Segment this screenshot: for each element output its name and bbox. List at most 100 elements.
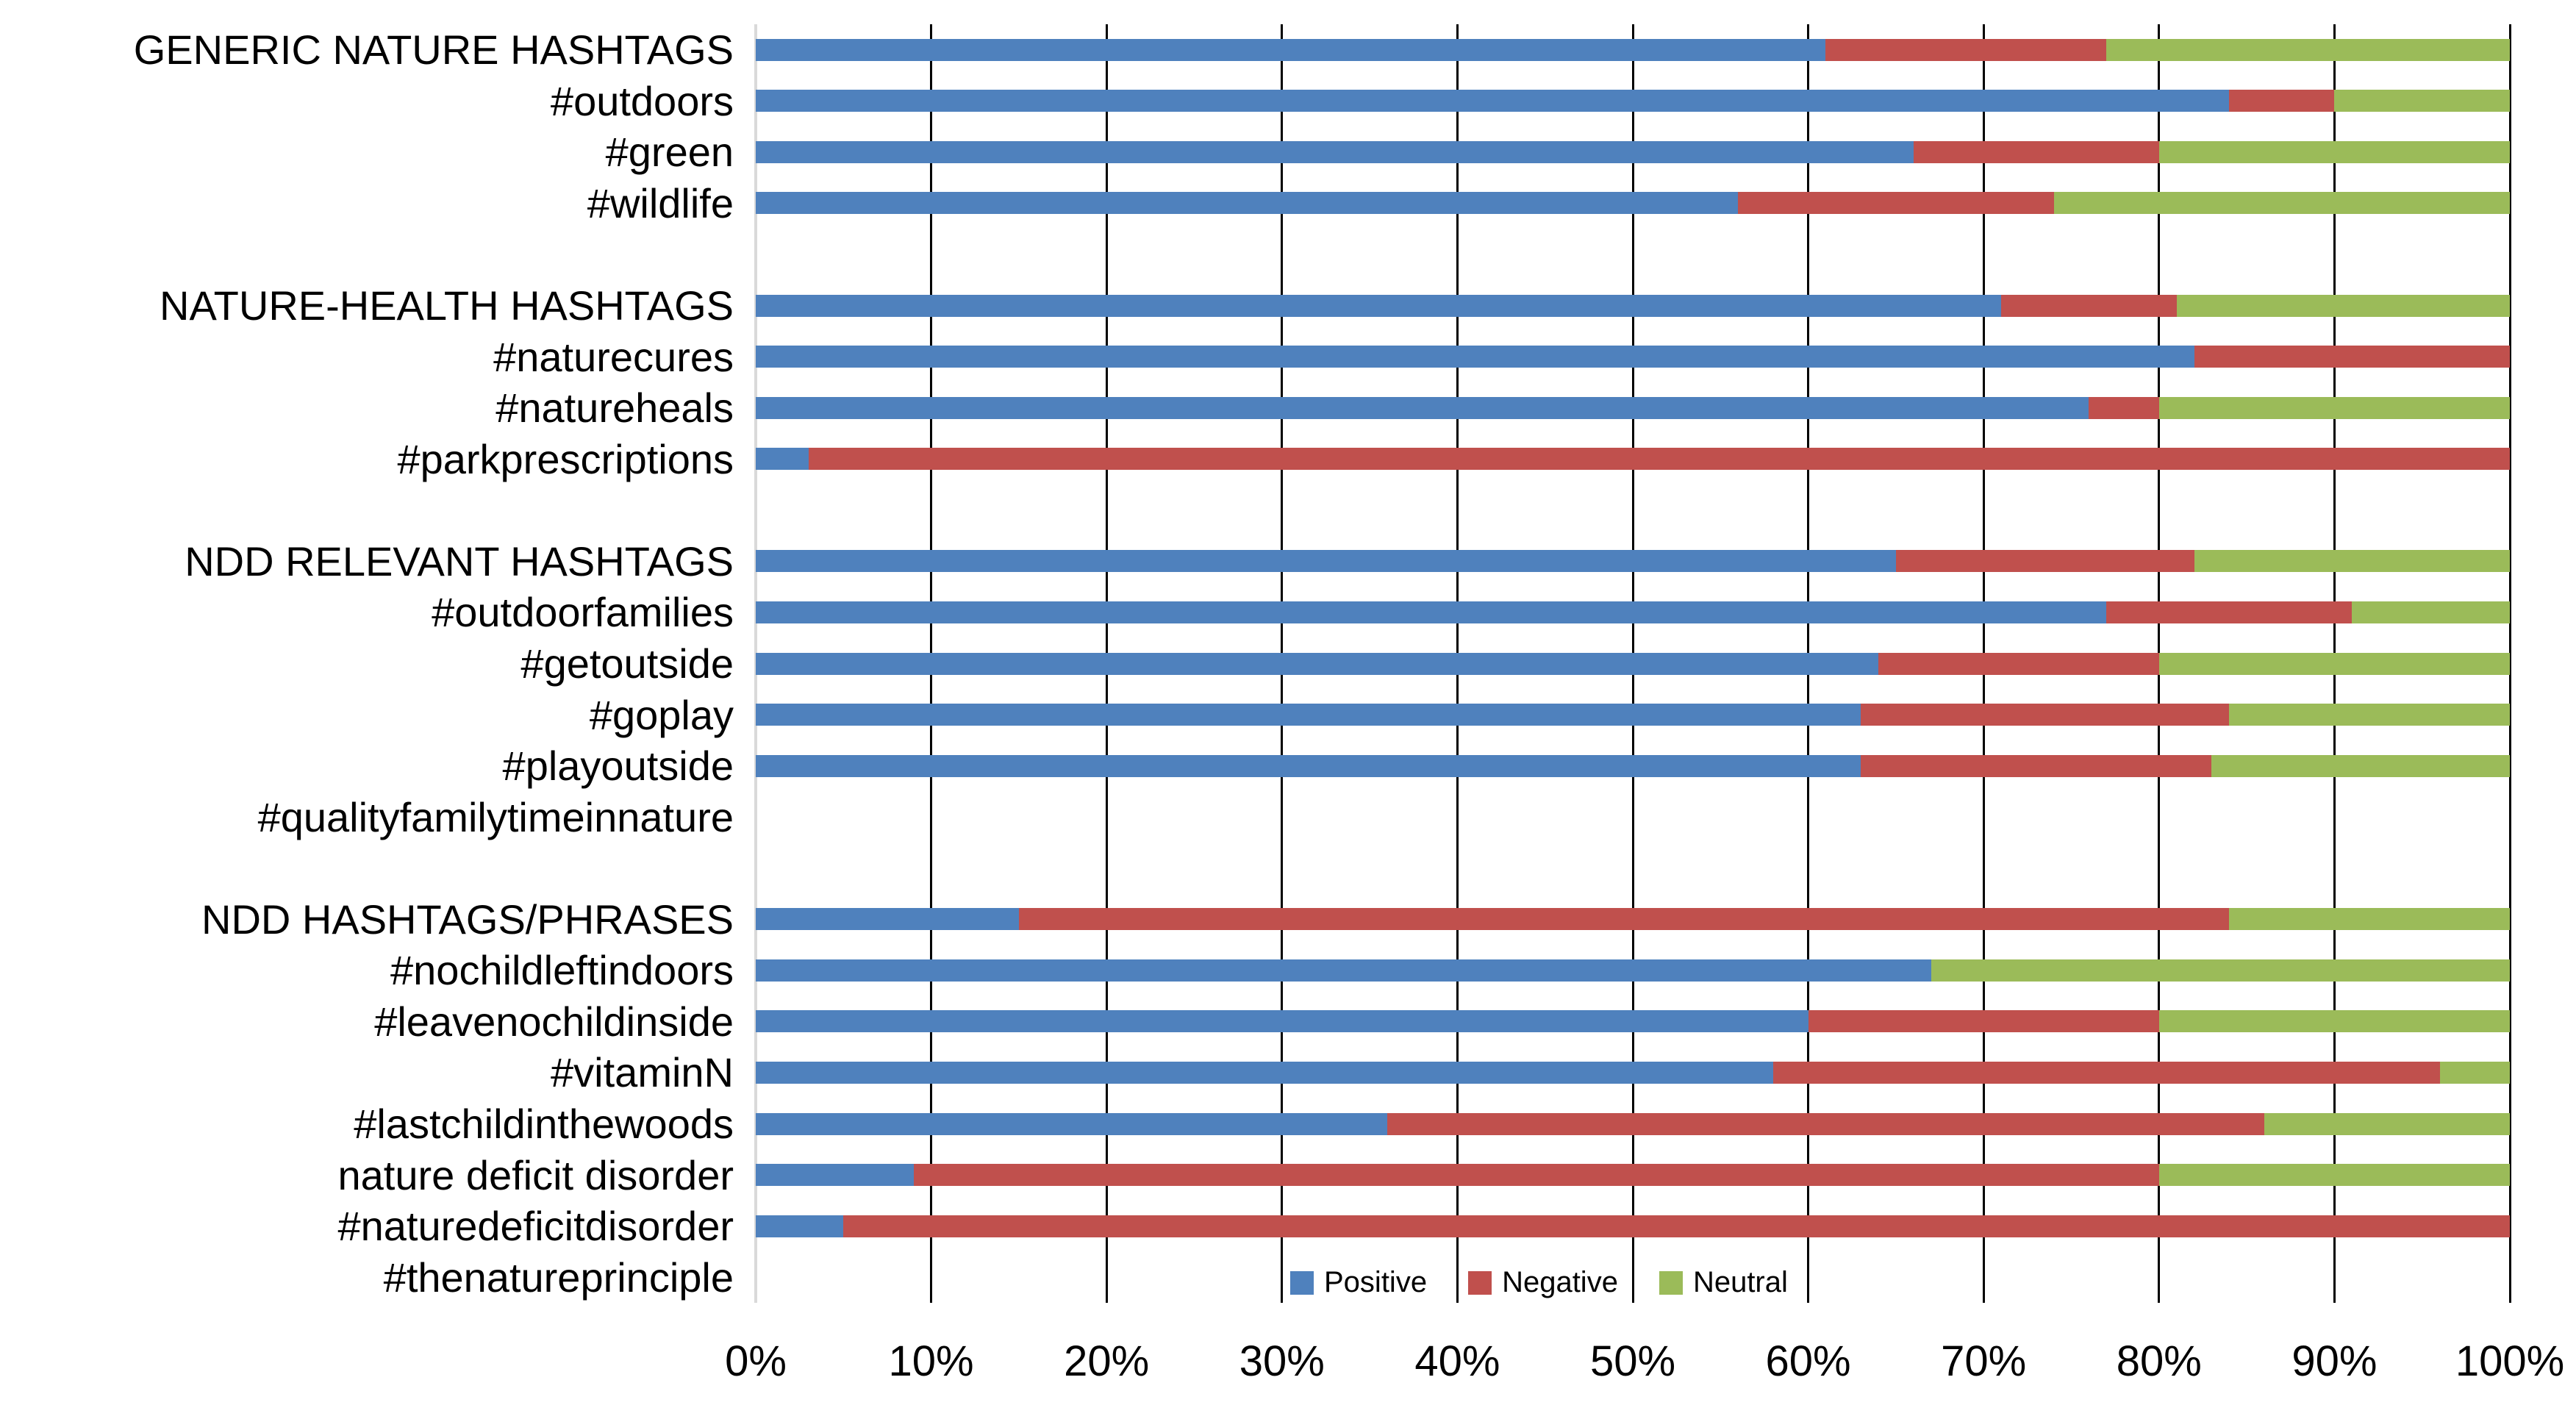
bar-segment-negative: [1825, 38, 2107, 61]
stacked-bar: [756, 448, 2510, 471]
bar-segment-neutral: [2158, 1164, 2510, 1187]
row-label: nature deficit disorder: [337, 1151, 734, 1198]
bar-segment-positive: [756, 1010, 1808, 1033]
bar-segment-negative: [2089, 396, 2159, 419]
bar-segment-positive: [756, 1061, 1773, 1084]
bar-segment-neutral: [2106, 38, 2510, 61]
x-axis-label: 30%: [1239, 1337, 1325, 1385]
row-label: #lastchildinthewoods: [354, 1101, 734, 1148]
bar-segment-negative: [1018, 908, 2230, 931]
bar-segment-positive: [756, 959, 1931, 982]
stacked-bar: [756, 192, 2510, 215]
legend-label: Positive: [1324, 1266, 1428, 1298]
bar-segment-negative: [1913, 140, 2159, 163]
bar-segment-negative: [1808, 1010, 2159, 1033]
bar-segment-positive: [756, 550, 1896, 573]
stacked-bar: [756, 140, 2510, 163]
row-label: #natureheals: [495, 385, 734, 432]
bar-segment-neutral: [2158, 652, 2510, 675]
x-axis-label: 100%: [2455, 1337, 2565, 1385]
bar-segment-positive: [756, 908, 1019, 931]
x-axis-label: 60%: [1765, 1337, 1851, 1385]
row-label: #outdoorfamilies: [432, 589, 734, 636]
bar-segment-neutral: [2352, 601, 2510, 623]
row-label: #naturedeficitdisorder: [337, 1203, 734, 1250]
legend-label: Neutral: [1692, 1266, 1788, 1298]
legend-swatch-negative-icon: [1468, 1270, 1492, 1295]
stacked-bar: [756, 294, 2510, 317]
bar-segment-negative: [1861, 754, 2212, 777]
row-label: #getoutside: [520, 640, 734, 687]
bar-segment-positive: [756, 1164, 914, 1187]
bar-segment-neutral: [2229, 704, 2510, 726]
bar-segment-positive: [756, 38, 1826, 61]
bar-segment-negative: [808, 448, 2510, 471]
bar-segment-neutral: [1931, 959, 2510, 982]
bar-segment-positive: [756, 1112, 1387, 1135]
row-label: #playoutside: [502, 743, 734, 790]
legend: Positive Negative Neutral: [1290, 1266, 1788, 1299]
row-label: NDD HASHTAGS/PHRASES: [201, 895, 734, 943]
x-axis-label: 0%: [725, 1337, 787, 1385]
bar-segment-negative: [1387, 1112, 2264, 1135]
stacked-bar: [756, 1010, 2510, 1033]
x-axis-label: 50%: [1589, 1337, 1676, 1385]
bar-segment-negative: [1895, 550, 2194, 573]
bar-segment-negative: [1878, 652, 2159, 675]
bar-segment-positive: [756, 140, 1914, 163]
stacked-bar: [756, 1112, 2510, 1135]
bar-segment-negative: [1772, 1061, 2440, 1084]
row-label: #green: [605, 129, 734, 176]
row-label: #vitaminN: [551, 1049, 734, 1096]
bar-segment-positive: [756, 90, 2230, 112]
bar-segment-neutral: [2053, 192, 2510, 215]
bar-segment-positive: [756, 754, 1861, 777]
row-label: #leavenochildinside: [374, 998, 734, 1045]
row-label: NATURE-HEALTH HASHTAGS: [160, 282, 734, 329]
stacked-bar: [756, 704, 2510, 726]
legend-swatch-positive-icon: [1290, 1270, 1314, 1295]
row-label: #naturecures: [493, 333, 734, 380]
row-label: #outdoors: [550, 77, 734, 124]
stacked-bar: [756, 959, 2510, 982]
stacked-bar: [756, 396, 2510, 419]
bar-segment-positive: [756, 704, 1861, 726]
row-label: #parkprescriptions: [397, 435, 734, 482]
bar-segment-negative: [2001, 294, 2177, 317]
legend-item: Neutral: [1659, 1266, 1788, 1299]
bar-segment-neutral: [2194, 550, 2510, 573]
row-label: #wildlife: [587, 179, 734, 226]
row-label: #thenatureprinciple: [383, 1254, 734, 1301]
bar-segment-negative: [843, 1215, 2510, 1237]
stacked-bar: [756, 1061, 2510, 1084]
bar-segment-neutral: [2264, 1112, 2510, 1135]
stacked-bar: [756, 38, 2510, 61]
bar-segment-negative: [2229, 90, 2335, 112]
stacked-bar: [756, 1164, 2510, 1187]
x-axis-label: 20%: [1064, 1337, 1150, 1385]
stacked-bar: [756, 1215, 2510, 1237]
gridline: [2508, 24, 2511, 1303]
bar-segment-positive: [756, 192, 1739, 215]
stacked-bar: [756, 754, 2510, 777]
bar-segment-neutral: [2334, 90, 2510, 112]
bar-segment-negative: [1738, 192, 2054, 215]
stacked-bar: [756, 908, 2510, 931]
x-axis-label: 80%: [2116, 1337, 2202, 1385]
legend-item: Negative: [1468, 1266, 1618, 1299]
stacked-bar: [756, 601, 2510, 623]
bar-segment-positive: [756, 1215, 844, 1237]
legend-item: Positive: [1290, 1266, 1427, 1299]
bar-segment-neutral: [2158, 1010, 2510, 1033]
row-label: #nochildleftindoors: [390, 947, 734, 994]
bar-segment-positive: [756, 396, 2089, 419]
bar-segment-positive: [756, 601, 2107, 623]
bar-segment-positive: [756, 294, 2002, 317]
stacked-bar: [756, 652, 2510, 675]
bar-segment-negative: [2106, 601, 2353, 623]
bar-segment-positive: [756, 346, 2194, 368]
bar-segment-neutral: [2439, 1061, 2510, 1084]
bar-segment-positive: [756, 652, 1879, 675]
stacked-bar: [756, 346, 2510, 368]
